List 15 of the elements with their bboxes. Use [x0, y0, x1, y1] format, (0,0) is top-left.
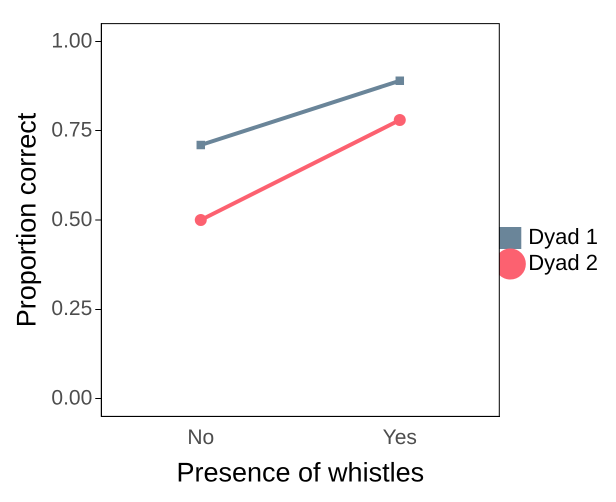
point — [396, 76, 404, 85]
y-axis-title: Proportion correct — [12, 112, 42, 328]
point — [196, 140, 206, 150]
x-axis-title: Presence of whistles — [176, 457, 424, 488]
point — [194, 214, 207, 226]
x-tick-label: Yes — [382, 426, 417, 449]
point — [394, 114, 406, 126]
y-tick-label: 0.25 — [51, 297, 92, 320]
legend-label: Dyad 2 — [528, 250, 598, 276]
x-tick-label: No — [187, 426, 214, 449]
y-tick-label: 0.00 — [51, 386, 92, 410]
y-tick-label: 0.50 — [51, 208, 92, 231]
legend-label: Dyad 1 — [528, 224, 598, 250]
y-tick-label: 1.00 — [51, 29, 92, 52]
y-tick-label: 0.75 — [51, 118, 92, 142]
